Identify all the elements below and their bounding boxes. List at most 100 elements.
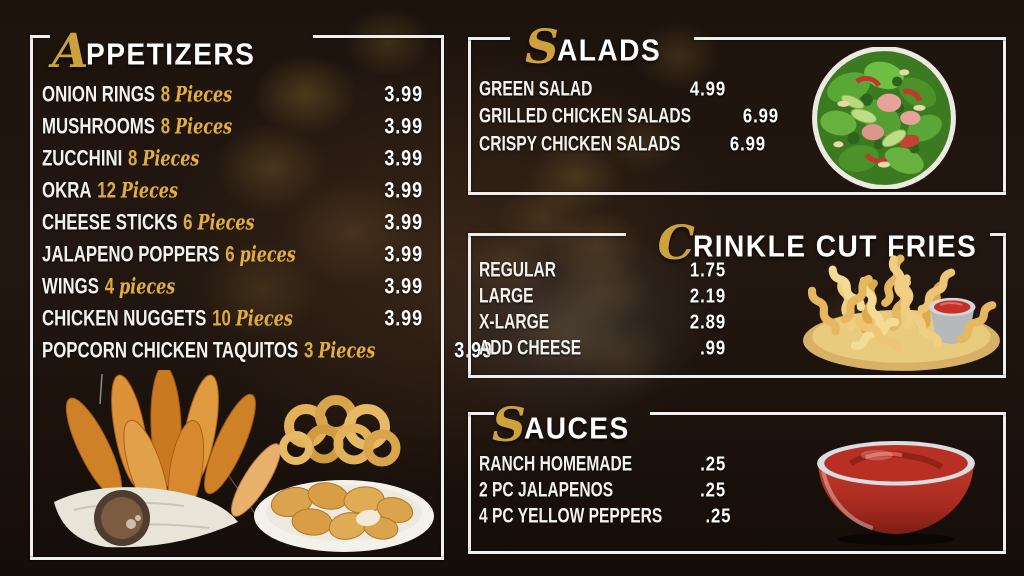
- item-price: 3.99: [384, 178, 423, 203]
- item-unit: Pieces: [142, 145, 200, 172]
- item-price: 6.99: [742, 105, 779, 129]
- menu-item-row: WINGS 4 pieces 3.99: [42, 271, 423, 303]
- menu-item-row: X-LARGE 2.89: [479, 310, 726, 336]
- item-qty: 12: [97, 177, 116, 204]
- item-unit: Pieces: [175, 81, 233, 108]
- item-name: LARGE: [479, 284, 534, 308]
- item-price: 3.99: [384, 306, 423, 331]
- fries-title-rest: RINKLE CUT FRIES: [692, 230, 978, 264]
- item-name: ONION RINGS: [42, 81, 156, 108]
- item-name: ADD CHEESE: [479, 336, 582, 360]
- salads-title-rest: ALADS: [556, 34, 662, 68]
- menu-item-row: 4 PC YELLOW PEPPERS .25: [479, 504, 731, 530]
- salads-title-initial: S: [525, 19, 559, 75]
- item-name: 2 PC JALAPENOS: [479, 478, 614, 502]
- sauces-list: RANCH HOMEMADE .25 2 PC JALAPENOS .25 4 …: [479, 452, 731, 530]
- salad-bowl-image: [812, 47, 956, 189]
- frame-left: [468, 37, 471, 195]
- item-unit: pieces: [239, 241, 296, 268]
- fries-list: REGULAR 1.75 LARGE 2.19 X-LARGE 2.89 ADD…: [479, 258, 726, 362]
- item-price: 3.99: [453, 338, 493, 363]
- item-name: ZUCCHINI: [42, 145, 123, 172]
- fries-plate-image: [803, 242, 1000, 371]
- menu-item-row: CHICKEN NUGGETS 10 Pieces 3.99: [42, 303, 423, 335]
- item-name: JALAPENO POPPERS: [42, 241, 220, 268]
- item-price: 1.75: [689, 259, 726, 282]
- menu-item-row: GRILLED CHICKEN SALADS 6.99: [479, 104, 778, 132]
- item-name: WINGS: [42, 273, 99, 300]
- frame-top-segment: [650, 412, 1006, 415]
- item-name: CHEESE STICKS: [42, 209, 178, 236]
- frame-top-stub: [990, 233, 1006, 236]
- item-name: CHICKEN NUGGETS: [42, 305, 207, 332]
- menu-item-row: JALAPENO POPPERS 6 pieces 3.99: [42, 239, 423, 271]
- appetizers-title-initial: A: [52, 23, 89, 79]
- item-qty: 8: [160, 113, 171, 140]
- dip-cup: [94, 490, 150, 546]
- item-name: X-LARGE: [479, 310, 550, 334]
- sauces-title: S AUCES: [492, 397, 633, 453]
- frame-right: [1003, 233, 1006, 378]
- frame-left: [30, 35, 33, 560]
- menu-item-row: GREEN SALAD 4.99: [479, 76, 726, 104]
- item-name: MUSHROOMS: [42, 113, 156, 140]
- item-price: 3.99: [384, 146, 423, 171]
- appetizer-platter-image: [54, 370, 434, 552]
- item-unit: Pieces: [197, 209, 255, 236]
- appetizers-title-rest: PPETIZERS: [86, 38, 256, 72]
- menu-item-row: REGULAR 1.75: [479, 258, 726, 284]
- sauce-bowl-image: [817, 441, 975, 546]
- frame-top-stub: [30, 35, 50, 38]
- item-name: 4 PC YELLOW PEPPERS: [479, 504, 663, 528]
- menu-item-row: POPCORN CHICKEN TAQUITOS 3 Pieces 3.99: [42, 335, 492, 367]
- frame-top-segment: [468, 233, 626, 236]
- item-unit: Pieces: [175, 113, 233, 140]
- frame-top-segment: [313, 35, 444, 38]
- item-price: 3.99: [384, 210, 423, 235]
- appetizers-list: ONION RINGS 8 Pieces 3.99 MUSHROOMS 8 Pieces…: [42, 79, 492, 367]
- sauces-title-rest: AUCES: [523, 412, 630, 446]
- menu-item-row: LARGE 2.19: [479, 284, 726, 310]
- frame-top-segment: [694, 37, 1006, 40]
- menu-item-row: 2 PC JALAPENOS .25: [479, 478, 726, 504]
- salads-list: GREEN SALAD 4.99 GRILLED CHICKEN SALADS …: [479, 76, 778, 159]
- item-name: GREEN SALAD: [479, 77, 593, 101]
- menu-item-row: RANCH HOMEMADE .25: [479, 452, 726, 478]
- appetizers-title: A PPETIZERS: [52, 23, 261, 79]
- frame-bottom: [468, 375, 1006, 378]
- item-price: 6.99: [729, 132, 766, 156]
- item-price: .99: [700, 337, 726, 360]
- item-price: .25: [706, 505, 732, 528]
- item-qty: 8: [128, 145, 138, 172]
- frame-bottom: [30, 557, 444, 560]
- item-name: CRISPY CHICKEN SALADS: [479, 132, 681, 156]
- item-price: 3.99: [384, 274, 423, 299]
- item-name: POPCORN CHICKEN TAQUITOS: [42, 337, 299, 364]
- frame-bottom: [468, 551, 1006, 554]
- sauces-title-initial: S: [492, 397, 526, 453]
- item-price: .25: [700, 453, 726, 476]
- frame-top-stub: [468, 412, 494, 415]
- item-name: GRILLED CHICKEN SALADS: [479, 105, 692, 129]
- frame-left: [468, 412, 471, 554]
- item-price: 2.19: [689, 285, 726, 308]
- item-price: 3.99: [384, 242, 423, 267]
- item-unit: Pieces: [120, 177, 178, 204]
- menu-item-row: CHEESE STICKS 6 Pieces 3.99: [42, 207, 423, 239]
- item-qty: 10: [212, 305, 231, 332]
- item-unit: Pieces: [235, 305, 293, 332]
- frame-right: [441, 35, 444, 560]
- item-qty: 6: [183, 209, 193, 236]
- menu-item-row: OKRA 12 Pieces 3.99: [42, 175, 423, 207]
- item-price: 3.99: [384, 82, 423, 107]
- item-price: 4.99: [689, 77, 726, 101]
- item-price: .25: [700, 479, 726, 502]
- menu-item-row: ADD CHEESE .99: [479, 336, 726, 362]
- item-price: 2.89: [689, 311, 726, 334]
- item-name: OKRA: [42, 177, 92, 204]
- item-name: REGULAR: [479, 258, 557, 282]
- menu-item-row: ZUCCHINI 8 Pieces 3.99: [42, 143, 423, 175]
- item-qty: 4: [104, 273, 115, 300]
- frame-right: [1003, 412, 1006, 554]
